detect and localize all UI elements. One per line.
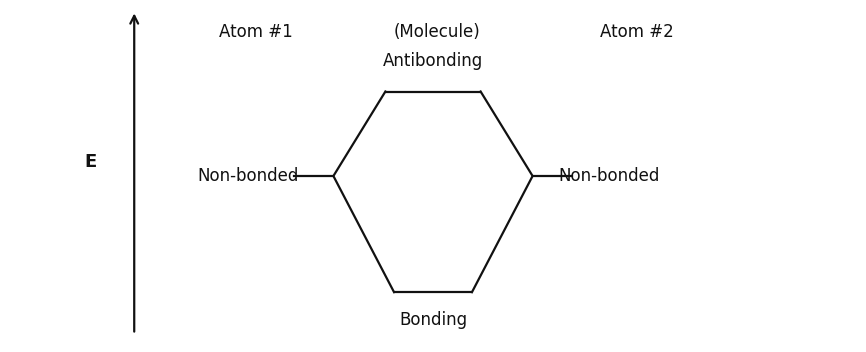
- Text: Atom #2: Atom #2: [599, 23, 674, 41]
- Text: E: E: [85, 153, 97, 171]
- Text: (Molecule): (Molecule): [394, 23, 481, 41]
- Text: Atom #1: Atom #1: [218, 23, 293, 41]
- Text: Non-bonded: Non-bonded: [559, 167, 660, 185]
- Text: Non-bonded: Non-bonded: [197, 167, 299, 185]
- Text: Antibonding: Antibonding: [383, 52, 483, 70]
- Text: Bonding: Bonding: [399, 311, 467, 329]
